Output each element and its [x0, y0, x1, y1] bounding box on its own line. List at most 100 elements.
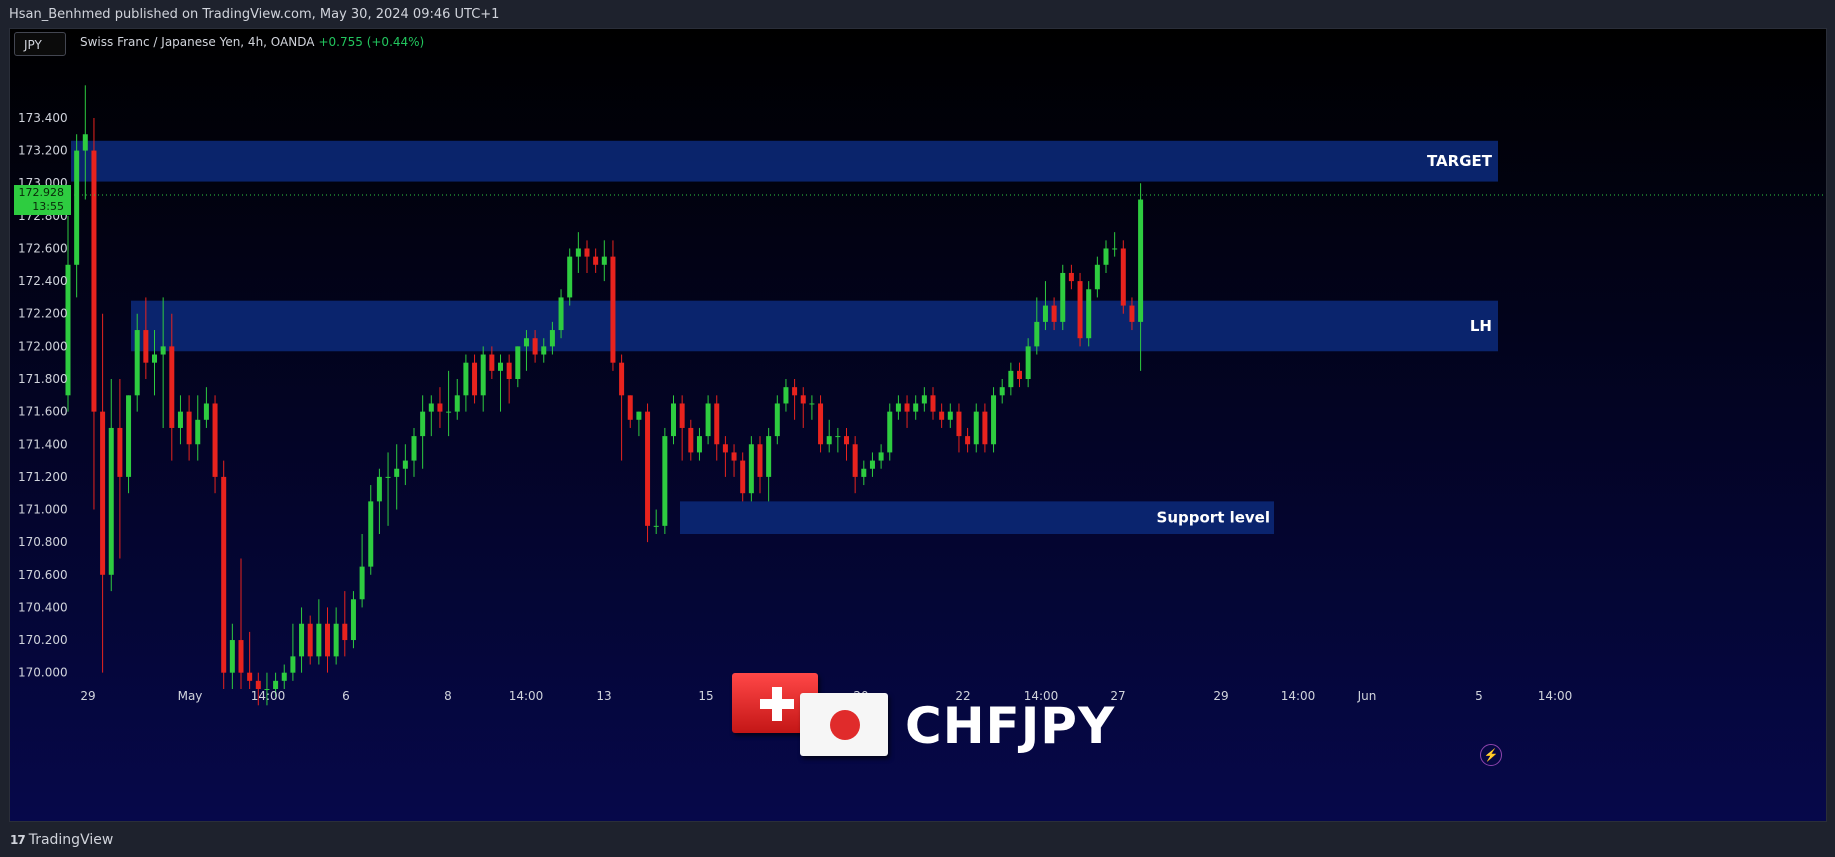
x-tick-label: 14:00	[1024, 689, 1059, 703]
candle-body	[826, 436, 832, 445]
candle-body	[160, 346, 166, 355]
candle-body	[895, 403, 901, 412]
y-tick-label: 170.400	[18, 600, 68, 614]
candle-body	[523, 338, 529, 347]
candle-body	[904, 403, 910, 412]
y-tick-label: 172.200	[18, 307, 68, 321]
candle-body	[108, 427, 114, 575]
candle-body	[1077, 281, 1083, 339]
x-tick-label: Jun	[1357, 689, 1377, 703]
chart-legend: Swiss Franc / Japanese Yen, 4h, OANDA +0.…	[80, 35, 424, 49]
candle-body	[653, 525, 659, 527]
candle-body	[973, 411, 979, 445]
candle-body	[376, 476, 382, 502]
candlestick-chart[interactable]: 173.400173.200173.000172.800172.600172.4…	[10, 29, 1826, 821]
candle-body	[662, 436, 668, 526]
publish-info: Hsan_Benhmed published on TradingView.co…	[9, 7, 500, 22]
japan-flag-icon	[800, 693, 888, 756]
y-tick-label: 170.200	[18, 633, 68, 647]
tradingview-logo-icon: 17	[10, 833, 26, 847]
candle-body	[601, 256, 607, 265]
candle-body	[402, 460, 408, 469]
y-tick-label: 173.400	[18, 111, 68, 125]
y-tick-label: 171.600	[18, 405, 68, 419]
candle-body	[91, 150, 97, 412]
candle-body	[999, 387, 1005, 396]
candle-body	[152, 354, 157, 363]
candle-body	[610, 256, 616, 363]
candle-body	[100, 411, 106, 575]
candle-body	[558, 297, 564, 331]
candle-body	[1017, 370, 1022, 379]
candle-body	[645, 411, 651, 526]
candle-body	[835, 436, 841, 438]
candle-body	[921, 395, 927, 404]
candle-body	[290, 656, 296, 673]
candle-body	[316, 623, 322, 657]
x-tick-label: 6	[342, 689, 350, 703]
candle-body	[671, 403, 676, 437]
candle-body	[1129, 305, 1135, 322]
y-tick-label: 172.400	[18, 274, 68, 288]
candle-body	[229, 640, 235, 673]
currency-button[interactable]: JPY	[14, 32, 66, 56]
x-tick-label: 8	[444, 689, 452, 703]
candle-body	[1025, 346, 1031, 379]
candle-body	[722, 444, 728, 453]
zone-2[interactable]	[680, 501, 1274, 534]
candle-body	[1008, 370, 1014, 388]
x-tick-label: 13	[596, 689, 611, 703]
zone-label: Support level	[1157, 509, 1270, 527]
y-tick-label: 170.800	[18, 535, 68, 549]
candle-body	[1086, 289, 1092, 339]
candle-body	[809, 403, 815, 405]
candle-body	[861, 468, 867, 477]
change-label: +0.755 (+0.44%)	[318, 35, 425, 49]
candle-body	[740, 460, 746, 494]
candle-body	[887, 411, 893, 453]
tradingview-logo[interactable]: 17 TradingView	[10, 832, 113, 848]
candle-body	[221, 476, 227, 673]
candle-body	[844, 436, 849, 445]
candle-body	[498, 362, 503, 371]
top-bar: Hsan_Benhmed published on TradingView.co…	[0, 0, 1835, 28]
candle-body	[203, 403, 209, 420]
chart-frame[interactable]: 173.400 173.200 173.000 172.800 172.600 172.4…	[9, 28, 1827, 822]
lightning-icon[interactable]: ⚡	[1480, 744, 1502, 766]
candle-body	[177, 411, 183, 428]
candle-body	[82, 134, 88, 151]
candle-body	[818, 403, 824, 445]
price-badge-value: 172.928	[18, 186, 65, 199]
candle-body	[982, 411, 988, 445]
candle-body	[394, 468, 400, 477]
candle-body	[679, 403, 685, 428]
candle-body	[541, 346, 547, 355]
y-tick-label: 170.000	[18, 666, 68, 680]
candle-body	[134, 330, 140, 396]
zone-label: TARGET	[1427, 152, 1493, 170]
candle-body	[627, 395, 633, 420]
zone-1[interactable]	[131, 300, 1498, 352]
candle-body	[947, 411, 953, 420]
candle-body	[965, 436, 971, 445]
candle-body	[575, 248, 581, 257]
symbol-label: Swiss Franc / Japanese Yen, 4h, OANDA	[80, 35, 315, 49]
candle-body	[506, 362, 512, 379]
candle-body	[169, 346, 175, 428]
x-tick-label: May	[178, 689, 203, 703]
candle-body	[420, 411, 426, 437]
candle-body	[368, 501, 374, 567]
candle-body	[489, 354, 495, 371]
zone-0[interactable]	[71, 140, 1498, 182]
candle-body	[212, 403, 218, 477]
x-tick-label: 14:00	[251, 689, 286, 703]
candle-body	[792, 387, 798, 396]
candle-body	[878, 452, 884, 461]
y-tick-label: 172.000	[18, 339, 68, 353]
y-tick-label: 170.600	[18, 568, 68, 582]
candle-body	[299, 623, 305, 657]
candle-body	[238, 640, 244, 673]
candle-body	[117, 427, 123, 477]
candle-body	[1034, 321, 1040, 347]
x-tick-label: 29	[80, 689, 95, 703]
